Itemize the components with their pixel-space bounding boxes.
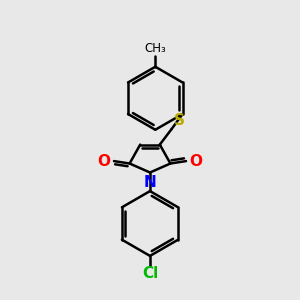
Text: S: S <box>174 113 185 128</box>
Text: O: O <box>98 154 110 169</box>
Text: N: N <box>144 175 156 190</box>
Text: O: O <box>190 154 202 169</box>
Text: Cl: Cl <box>142 266 158 281</box>
Text: CH₃: CH₃ <box>144 42 166 55</box>
